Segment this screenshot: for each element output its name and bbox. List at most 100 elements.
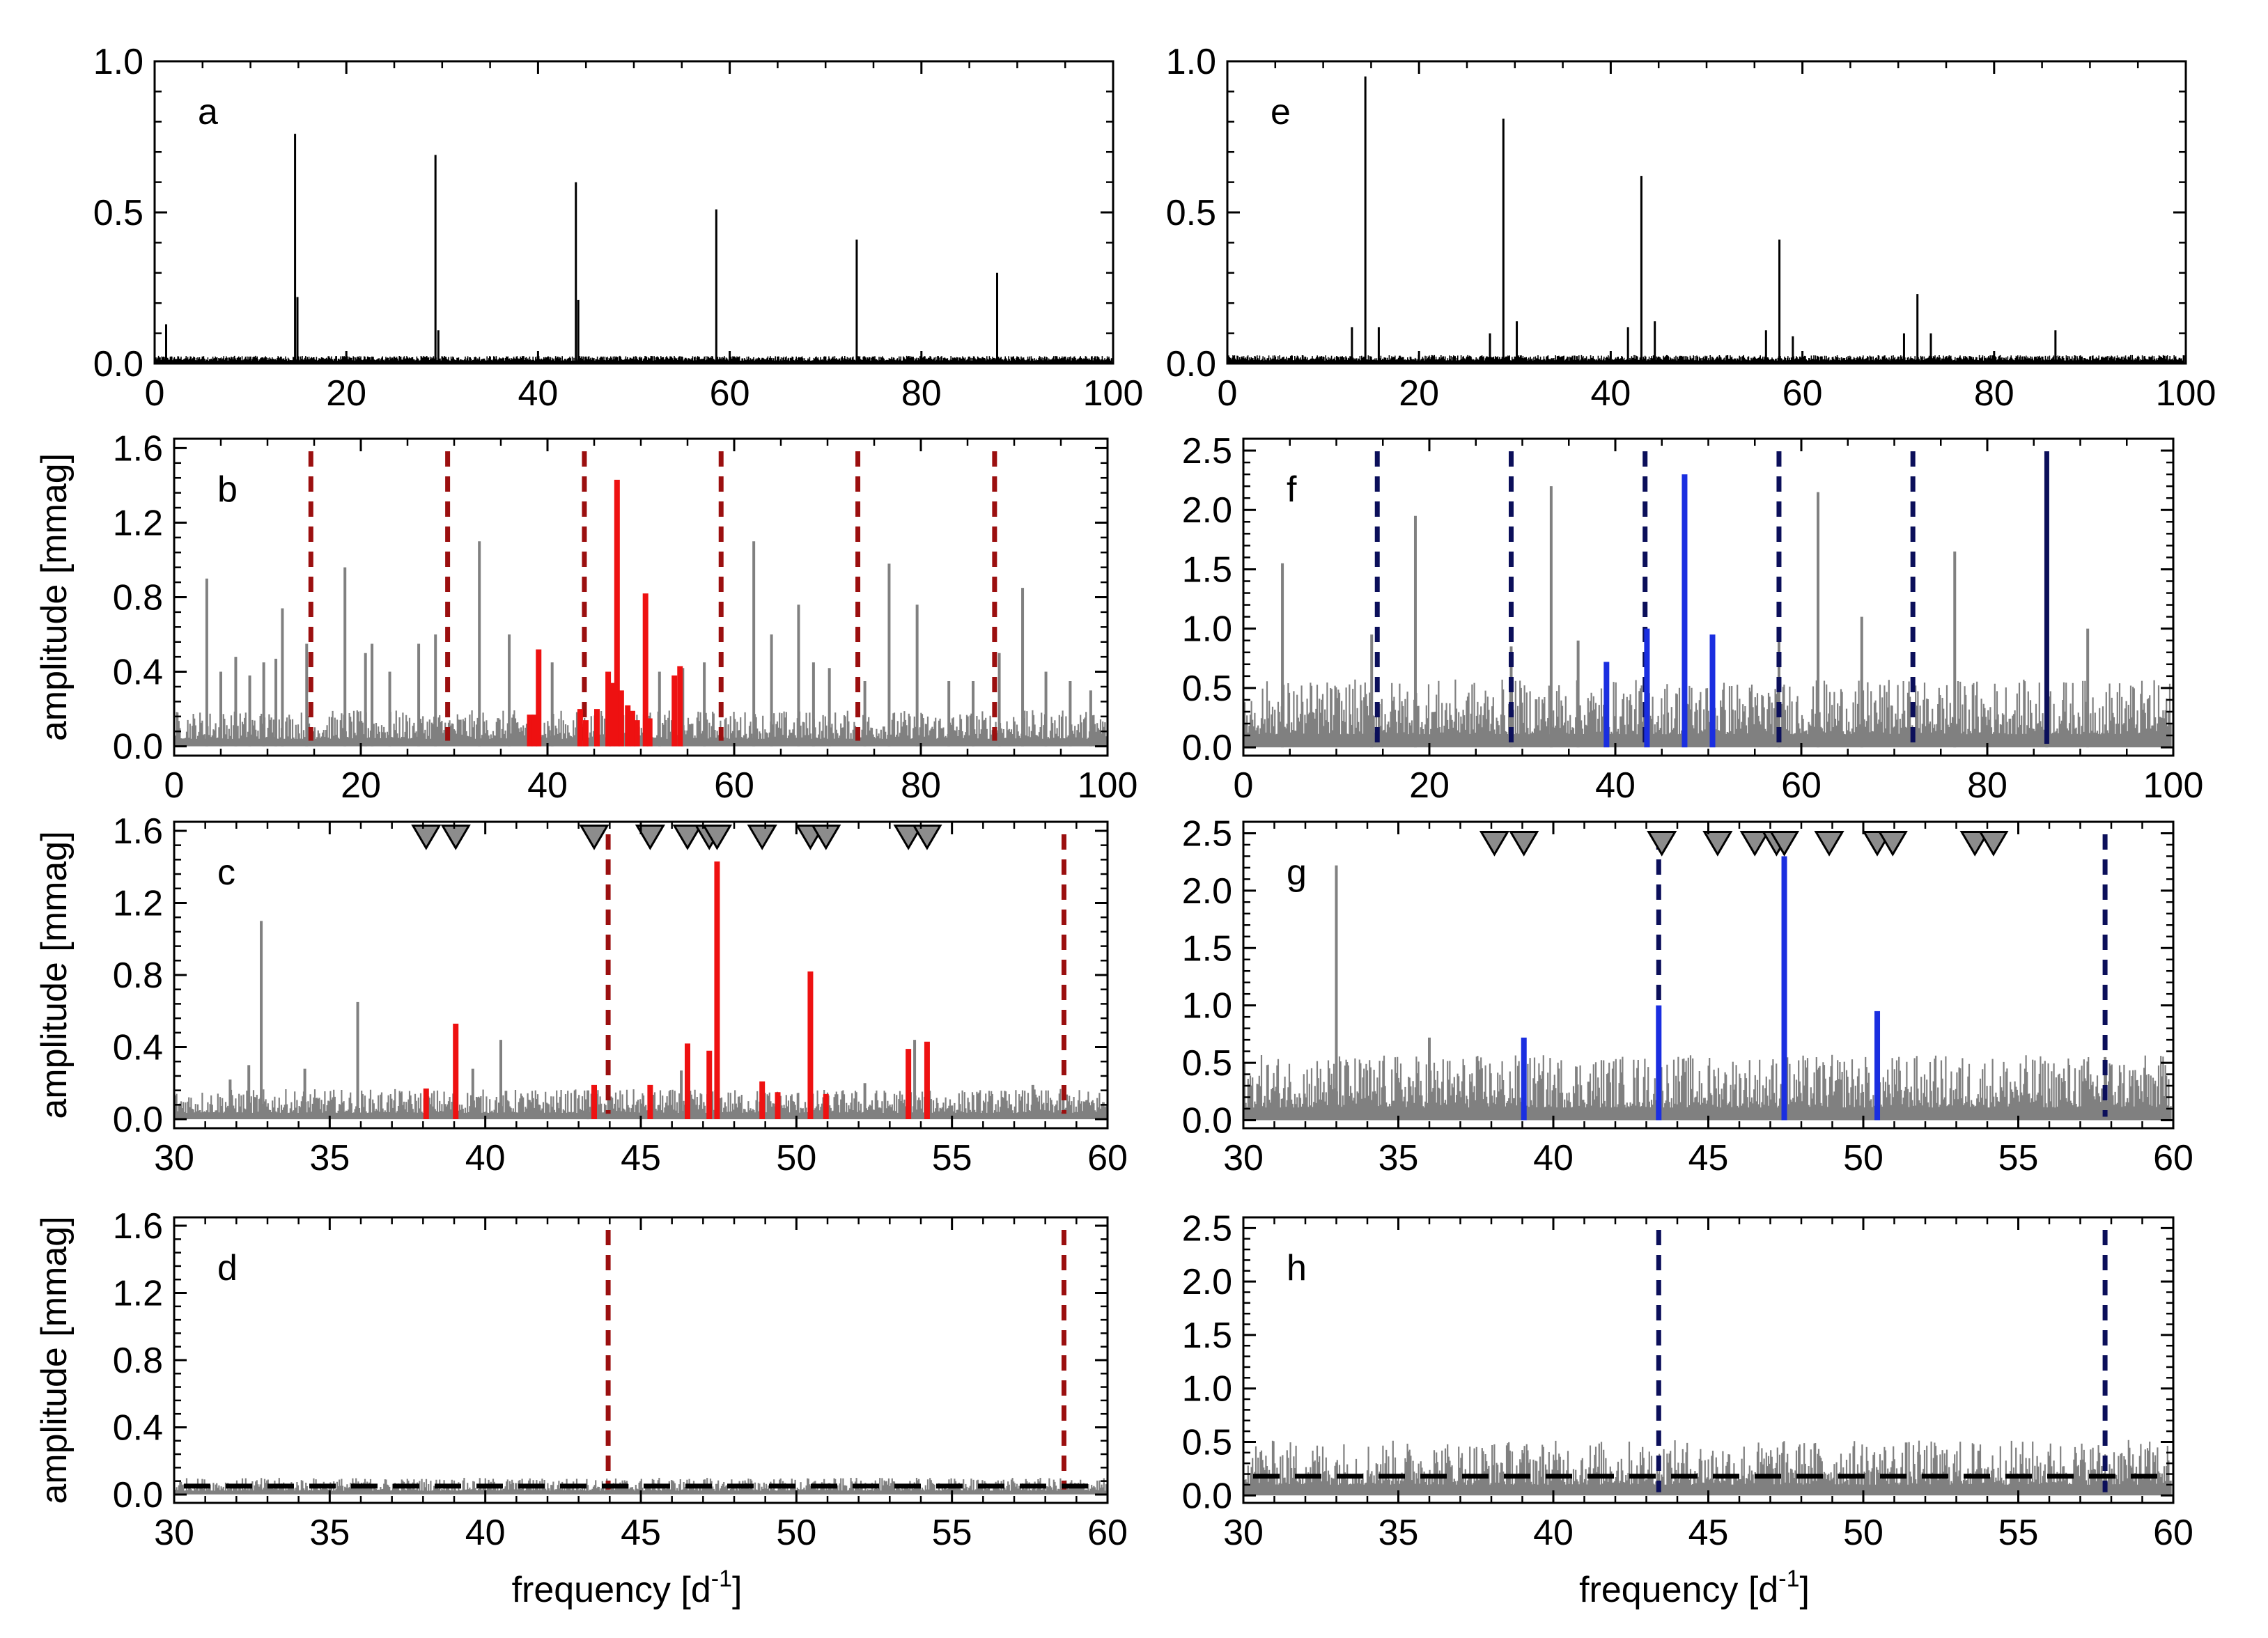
ytick-label-h-2: 1.0: [1182, 1369, 1232, 1410]
xtick-label-e-5: 100: [2156, 373, 2216, 414]
xtick-label-d-5: 55: [932, 1513, 972, 1553]
xtick-label-b-0: 0: [164, 765, 185, 806]
ytick-label-f-5: 2.5: [1182, 431, 1232, 471]
xtick-label-f-5: 100: [2143, 765, 2204, 806]
axes-frame-c: [173, 820, 1109, 1130]
noise-e: [1228, 354, 2185, 364]
ytick-label-b-3: 1.2: [113, 503, 163, 543]
plot-area-f: [1243, 451, 2172, 748]
xtick-label-c-1: 35: [309, 1138, 350, 1178]
panel-label-e: e: [1271, 92, 1291, 132]
panel-label-c: c: [217, 852, 235, 893]
noise-c: [174, 1089, 1108, 1120]
panel-b: 0 20 40 60 80 100 0.0 0.4 0.8 1.2 1.6 b amplitude [m…: [34, 428, 1137, 806]
axes-frame-d: [173, 1216, 1109, 1504]
plot-area-e: [1228, 76, 2185, 364]
plot-area-c: [174, 834, 1108, 1120]
xtick-label-h-1: 35: [1378, 1513, 1419, 1553]
ytick-label-b-0: 0.0: [113, 727, 163, 767]
xlabel-h: frequency [d-1]: [1579, 1566, 1810, 1610]
ytick-label-f-2: 1.0: [1182, 609, 1232, 650]
panel-f: 0 20 40 60 80 100 0.0 0.5 1.0 1.5 2.0 2.5 f: [1182, 431, 2204, 806]
xtick-label-e-1: 20: [1399, 373, 1439, 414]
xtick-label-h-3: 45: [1688, 1513, 1729, 1553]
xtick-label-d-3: 45: [621, 1513, 661, 1553]
ylabel-b: amplitude [mmag]: [34, 453, 75, 741]
xtick-label-d-4: 50: [776, 1513, 816, 1553]
noise-b: [174, 710, 1108, 747]
mode-marker-c-10: [893, 825, 924, 850]
xtick-label-f-4: 80: [1967, 765, 2007, 806]
xtick-label-c-0: 30: [154, 1138, 194, 1178]
panel-label-h: h: [1287, 1248, 1307, 1288]
axes-frame-b: [173, 437, 1109, 757]
ytick-label-h-0: 0.0: [1182, 1476, 1232, 1516]
xlabel-d: frequency [d-1]: [512, 1566, 743, 1610]
xtick-label-e-3: 60: [1782, 373, 1823, 414]
mode-marker-c-2: [579, 825, 609, 850]
xtick-label-g-4: 50: [1843, 1138, 1883, 1178]
mode-marker-c-1: [440, 825, 471, 850]
xtick-label-e-4: 80: [1974, 373, 2014, 414]
xtick-label-b-4: 80: [901, 765, 941, 806]
xtick-label-g-2: 40: [1533, 1138, 1574, 1178]
ytick-label-d-0: 0.0: [113, 1475, 163, 1515]
ytick-label-c-4: 1.6: [113, 811, 163, 852]
xtick-label-a-5: 100: [1083, 373, 1144, 414]
xtick-label-h-2: 40: [1533, 1513, 1574, 1553]
xtick-label-g-5: 55: [1998, 1138, 2039, 1178]
ytick-label-b-1: 0.4: [113, 653, 163, 693]
ytick-label-f-0: 0.0: [1182, 728, 1232, 768]
plot-area-d: [174, 1230, 1108, 1495]
ytick-label-a-2: 1.0: [93, 42, 143, 82]
ytick-label-d-1: 0.4: [113, 1407, 163, 1448]
panel-a: 0 20 40 60 80 100 0.0 0.5 1.0 a: [93, 42, 1144, 414]
xtick-label-g-0: 30: [1223, 1138, 1264, 1178]
axes-frame-e: [1226, 60, 2187, 365]
xtick-label-f-1: 20: [1409, 765, 1450, 806]
plot-area-a: [155, 134, 1112, 364]
ytick-label-h-1: 0.5: [1182, 1422, 1232, 1462]
ytick-label-d-4: 1.6: [113, 1206, 163, 1247]
ytick-label-f-3: 1.5: [1182, 549, 1232, 590]
xtick-label-b-5: 100: [1078, 765, 1138, 806]
ytick-label-c-0: 0.0: [113, 1100, 163, 1140]
ytick-label-f-1: 0.5: [1182, 669, 1232, 709]
ytick-label-e-1: 0.5: [1166, 193, 1216, 233]
xtick-label-d-2: 40: [465, 1513, 506, 1553]
mode-marker-c-4: [672, 825, 703, 850]
panel-c: 30 35 40 45 50 55 60 0.0 0.4 0.8 1.2 1.6 c amplitude …: [34, 811, 1128, 1178]
ytick-label-g-3: 1.5: [1182, 928, 1232, 969]
noise-f: [1243, 679, 2172, 748]
ytick-label-a-0: 0.0: [93, 344, 143, 384]
mode-marker-c-9: [811, 825, 841, 850]
mode-marker-g-1: [1509, 830, 1539, 857]
mode-marker-g-0: [1479, 830, 1510, 857]
panel-label-b: b: [217, 469, 238, 510]
ytick-label-g-4: 2.0: [1182, 871, 1232, 912]
plot-area-g: [1243, 834, 2172, 1121]
xtick-label-a-3: 60: [710, 373, 750, 414]
ytick-label-h-5: 2.5: [1182, 1208, 1232, 1249]
xtick-label-b-3: 60: [714, 765, 754, 806]
mode-marker-g-4: [1739, 830, 1770, 857]
panel-label-d: d: [217, 1248, 238, 1288]
xtick-label-f-0: 0: [1234, 765, 1254, 806]
ytick-label-d-2: 0.8: [113, 1341, 163, 1381]
ytick-label-h-3: 1.5: [1182, 1316, 1232, 1356]
xtick-label-c-4: 50: [776, 1138, 816, 1178]
mode-marker-g-2: [1647, 830, 1677, 857]
noise-h: [1243, 1440, 2172, 1496]
xtick-label-a-0: 0: [145, 373, 165, 414]
ytick-label-h-4: 2.0: [1182, 1262, 1232, 1302]
xtick-label-c-3: 45: [621, 1138, 661, 1178]
axes-frame-f: [1242, 437, 2175, 757]
ytick-label-g-5: 2.5: [1182, 813, 1232, 854]
xtick-label-c-6: 60: [1087, 1138, 1128, 1178]
xtick-label-h-0: 30: [1223, 1513, 1264, 1553]
ytick-label-a-1: 0.5: [93, 193, 143, 233]
ytick-label-g-0: 0.0: [1182, 1100, 1232, 1141]
noise-a: [155, 355, 1112, 364]
ytick-label-c-2: 0.8: [113, 956, 163, 996]
